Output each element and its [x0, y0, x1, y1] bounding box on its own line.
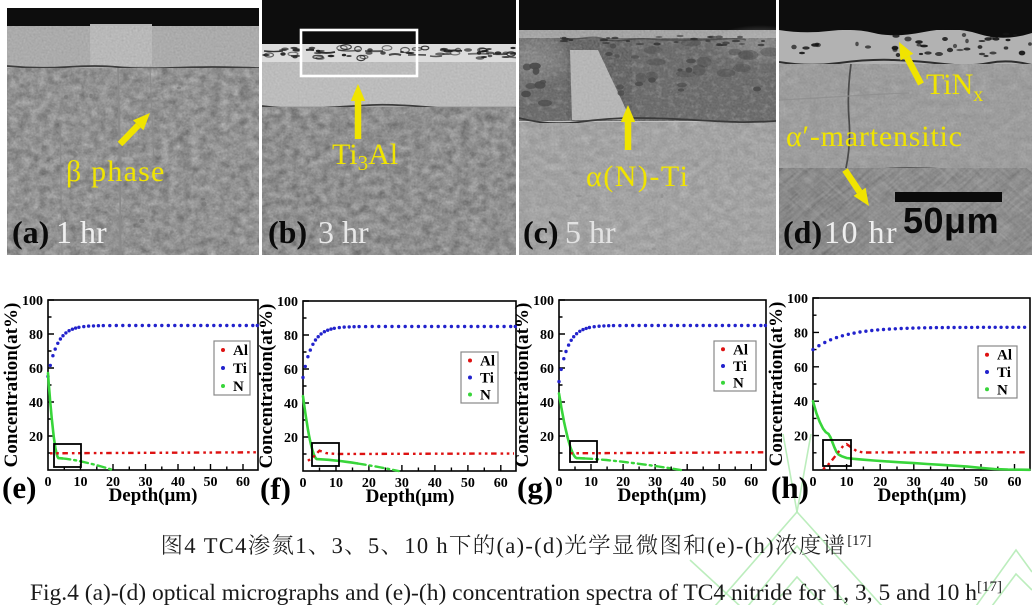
svg-text:50μm: 50μm — [903, 200, 999, 241]
svg-text:α(N)-Ti: α(N)-Ti — [586, 160, 689, 193]
svg-text:60: 60 — [236, 475, 250, 490]
svg-text:N: N — [480, 388, 491, 404]
svg-text:60: 60 — [794, 361, 808, 376]
svg-text:Al: Al — [997, 348, 1012, 364]
svg-text:100: 100 — [277, 295, 298, 310]
svg-text:20: 20 — [616, 475, 630, 490]
svg-text:40: 40 — [171, 475, 185, 490]
svg-text:Depth(μm): Depth(μm) — [109, 485, 198, 506]
svg-text:40: 40 — [428, 476, 442, 491]
svg-text:60: 60 — [284, 363, 298, 378]
svg-text:20: 20 — [106, 475, 120, 490]
svg-text:100: 100 — [787, 292, 808, 307]
svg-text:(a): (a) — [12, 214, 49, 250]
svg-text:20: 20 — [29, 430, 43, 445]
svg-text:40: 40 — [680, 475, 694, 490]
svg-text:(h): (h) — [771, 470, 809, 505]
svg-text:100: 100 — [533, 294, 554, 309]
svg-text:5 hr: 5 hr — [565, 214, 616, 250]
svg-text:60: 60 — [494, 476, 508, 491]
svg-text:30: 30 — [907, 475, 921, 490]
svg-text:0: 0 — [45, 475, 52, 490]
svg-text:α′-martensitic: α′-martensitic — [786, 120, 963, 153]
svg-text:80: 80 — [540, 328, 554, 343]
svg-text:3 hr: 3 hr — [318, 214, 369, 250]
svg-text:20: 20 — [362, 476, 376, 491]
svg-text:20: 20 — [794, 430, 808, 445]
svg-text:10: 10 — [329, 476, 343, 491]
svg-text:Concentration(at%): Concentration(at%) — [1, 303, 22, 468]
svg-text:Concentration(at%): Concentration(at%) — [766, 302, 787, 467]
svg-text:1 hr: 1 hr — [56, 214, 107, 250]
svg-text:30: 30 — [648, 475, 662, 490]
svg-text:Al: Al — [480, 354, 495, 370]
svg-text:(b): (b) — [268, 214, 307, 250]
svg-text:80: 80 — [29, 328, 43, 343]
svg-text:10: 10 — [74, 475, 88, 490]
svg-text:Depth(μm): Depth(μm) — [366, 486, 455, 507]
svg-text:20: 20 — [540, 430, 554, 445]
svg-text:Al: Al — [733, 342, 748, 358]
svg-text:N: N — [997, 382, 1008, 398]
svg-text:Ti: Ti — [233, 361, 247, 377]
svg-text:0: 0 — [300, 476, 307, 491]
svg-text:10 hr: 10 hr — [824, 214, 898, 250]
svg-text:Ti: Ti — [480, 371, 494, 387]
svg-text:Concentration(at%): Concentration(at%) — [512, 303, 533, 468]
svg-text:60: 60 — [540, 362, 554, 377]
svg-text:Depth(μm): Depth(μm) — [878, 485, 967, 506]
svg-text:40: 40 — [29, 396, 43, 411]
svg-text:40: 40 — [540, 396, 554, 411]
svg-text:(c): (c) — [523, 214, 559, 250]
svg-text:Ti: Ti — [997, 365, 1011, 381]
svg-text:(d): (d) — [783, 214, 822, 250]
svg-text:(e): (e) — [2, 470, 36, 505]
svg-text:50: 50 — [461, 476, 475, 491]
svg-text:β phase: β phase — [66, 155, 165, 188]
svg-text:50: 50 — [204, 475, 218, 490]
svg-text:60: 60 — [744, 475, 758, 490]
svg-text:20: 20 — [284, 431, 298, 446]
svg-text:30: 30 — [395, 476, 409, 491]
svg-text:20: 20 — [873, 475, 887, 490]
svg-text:Al: Al — [233, 343, 248, 359]
svg-text:80: 80 — [284, 329, 298, 344]
svg-text:100: 100 — [22, 294, 43, 309]
svg-text:40: 40 — [284, 397, 298, 412]
svg-text:50: 50 — [712, 475, 726, 490]
svg-text:50: 50 — [974, 475, 988, 490]
svg-text:10: 10 — [840, 475, 854, 490]
svg-text:Depth(μm): Depth(μm) — [618, 485, 707, 506]
svg-text:(g): (g) — [517, 470, 553, 505]
svg-text:60: 60 — [1008, 475, 1022, 490]
svg-text:Ti: Ti — [733, 359, 747, 375]
svg-text:10: 10 — [584, 475, 598, 490]
svg-text:0: 0 — [556, 475, 563, 490]
svg-text:40: 40 — [940, 475, 954, 490]
svg-text:40: 40 — [794, 395, 808, 410]
svg-text:30: 30 — [139, 475, 153, 490]
svg-text:N: N — [733, 376, 744, 392]
svg-text:N: N — [233, 379, 244, 395]
svg-text:80: 80 — [794, 326, 808, 341]
svg-text:60: 60 — [29, 362, 43, 377]
svg-text:Concentration(at%): Concentration(at%) — [256, 304, 277, 469]
svg-text:0: 0 — [810, 475, 817, 490]
svg-text:(f): (f) — [260, 471, 291, 506]
